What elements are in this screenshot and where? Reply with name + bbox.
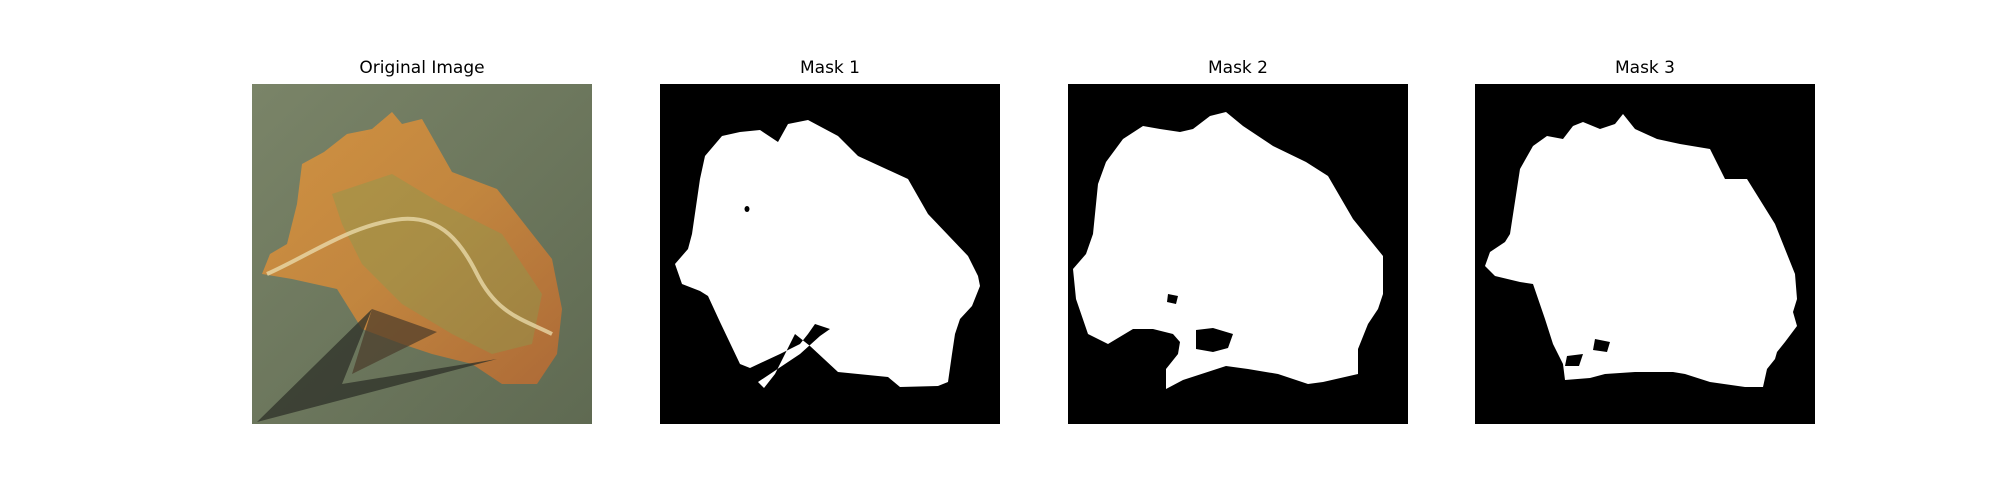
panel-title: Mask 3 bbox=[1614, 58, 1675, 78]
panel-title: Original Image bbox=[359, 58, 485, 78]
leaf-photo bbox=[252, 84, 592, 424]
panel-title: Mask 1 bbox=[799, 58, 860, 78]
leaf-green-patches bbox=[332, 174, 542, 354]
panel-original-image: Original Image bbox=[252, 0, 592, 500]
panel-mask-3: Mask 3 bbox=[1475, 0, 1815, 500]
shadow-wedge bbox=[257, 309, 497, 422]
mask-3 bbox=[1475, 84, 1815, 424]
leaf-midrib bbox=[266, 216, 553, 336]
mask-region bbox=[1073, 112, 1383, 389]
mask-1 bbox=[660, 84, 1000, 424]
mask-hole bbox=[744, 206, 750, 212]
mask-hole bbox=[1593, 339, 1610, 352]
original-image bbox=[252, 84, 592, 424]
mask-3-image bbox=[1475, 84, 1815, 424]
mask-region bbox=[675, 120, 980, 388]
mask-region bbox=[1485, 114, 1797, 387]
mask-1-image bbox=[660, 84, 1000, 424]
mask-2-image bbox=[1068, 84, 1408, 424]
mask-hole bbox=[1167, 294, 1178, 304]
mask-hole bbox=[1196, 328, 1233, 352]
leaf-shape bbox=[262, 112, 562, 384]
mask-2 bbox=[1068, 84, 1408, 424]
mask-hole bbox=[1565, 354, 1583, 366]
panel-mask-1: Mask 1 bbox=[660, 0, 1000, 500]
panel-title: Mask 2 bbox=[1207, 58, 1268, 78]
panel-mask-2: Mask 2 bbox=[1068, 0, 1408, 500]
shadow-triangle bbox=[352, 309, 437, 374]
